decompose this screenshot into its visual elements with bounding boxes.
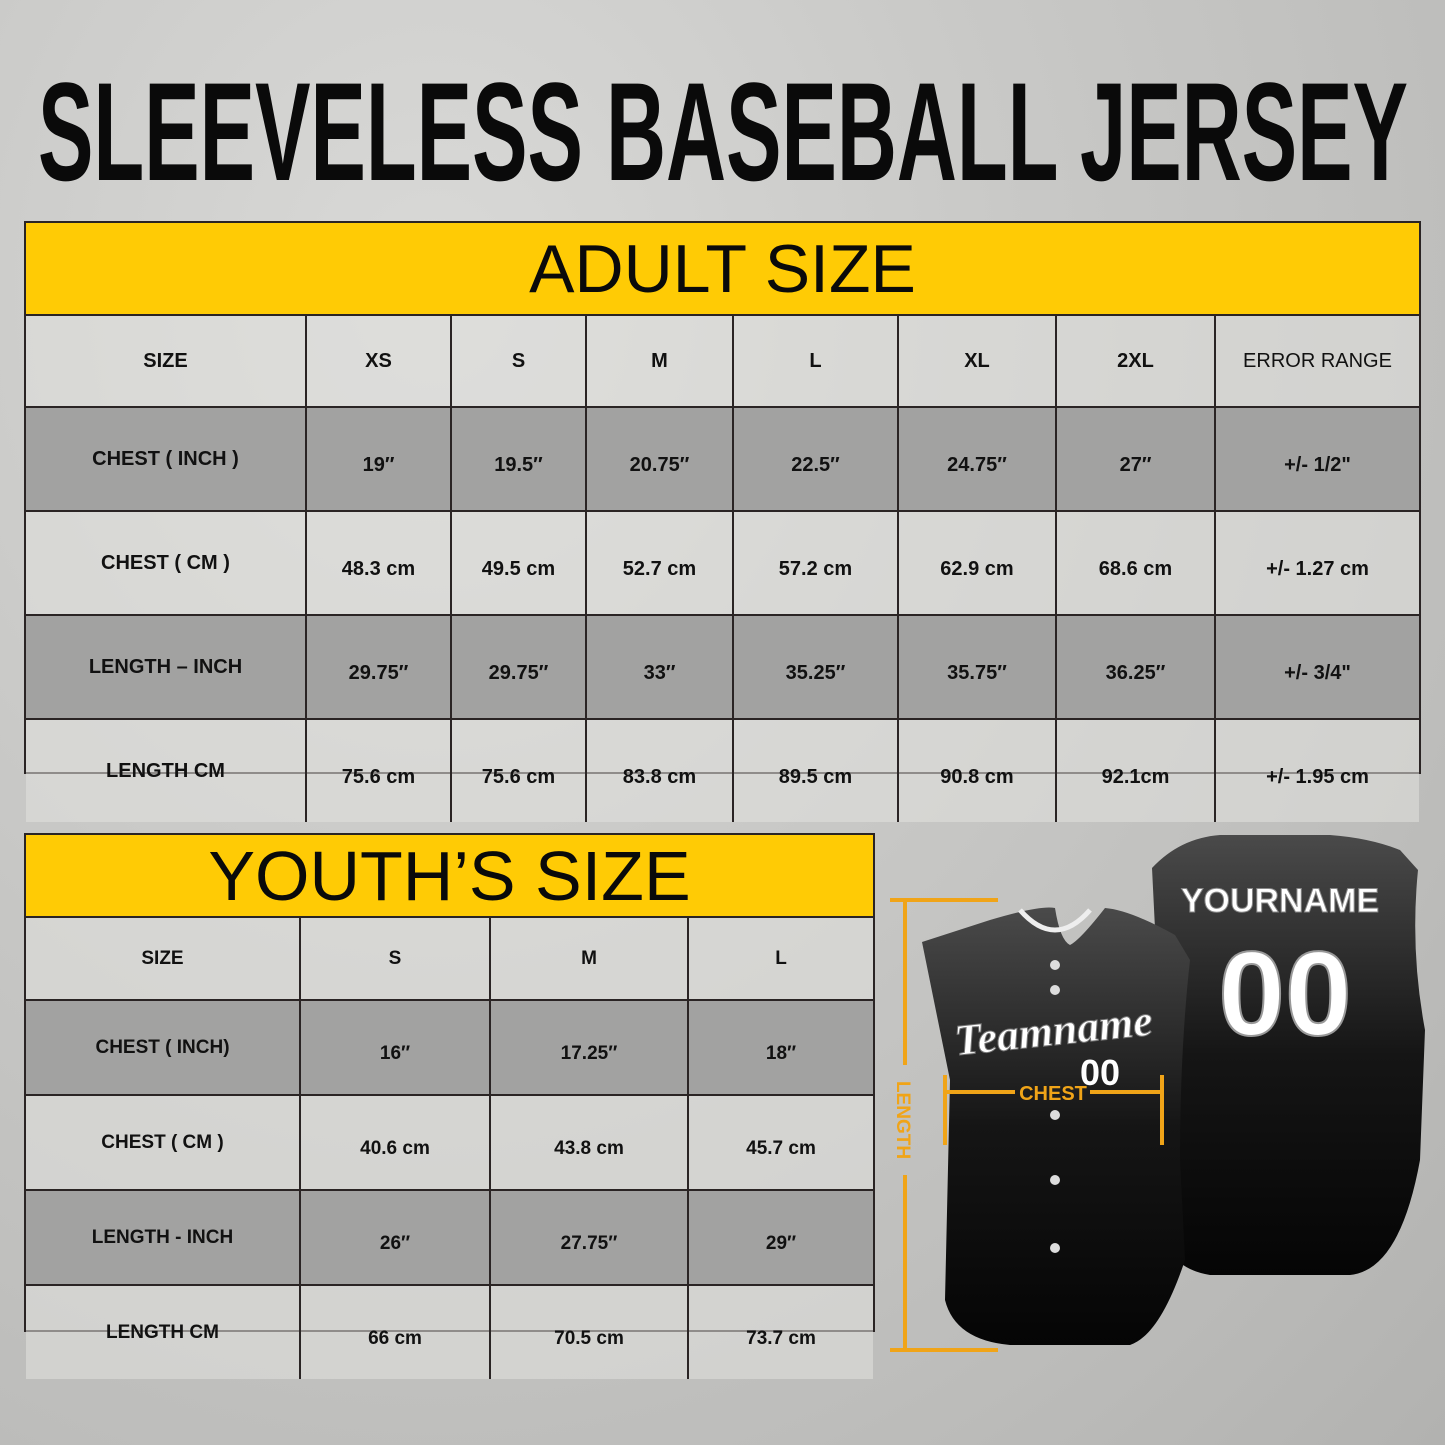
measure-lines bbox=[890, 898, 1164, 1352]
jersey-illustration: YOURNAME 00 Teamname 00 CHEST LENGTH bbox=[890, 835, 1425, 1352]
table-row: CHEST ( CM ) 48.3 cm 49.5 cm 52.7 cm 57.2 cm… bbox=[26, 510, 1419, 616]
column-header: ERROR RANGE bbox=[1214, 316, 1419, 408]
youth-header-row: SIZE S M L bbox=[26, 918, 873, 1001]
chest-label: CHEST bbox=[1019, 1083, 1087, 1105]
adult-size-grid: SIZE XS S M L XL 2XL ERROR RANGE CHEST ( INCH ) 1… bbox=[26, 316, 1419, 822]
table-row: LENGTH CM 75.6 cm 75.6 cm 83.8 cm 89.5 cm 90.… bbox=[26, 718, 1419, 822]
table-cell: 18″ bbox=[687, 999, 873, 1096]
table-cell: 33″ bbox=[585, 614, 734, 720]
row-label: LENGTH CM bbox=[26, 718, 307, 822]
table-cell: 27.75″ bbox=[489, 1189, 689, 1286]
table-cell: 26″ bbox=[299, 1189, 491, 1286]
table-cell: 52.7 cm bbox=[585, 510, 734, 616]
table-cell: +/- 1/2" bbox=[1214, 406, 1419, 512]
youth-size-grid: SIZE S M L CHEST ( INCH) 16″ 17.25″ 18″ CHEST ( … bbox=[26, 918, 873, 1379]
table-cell: 62.9 cm bbox=[897, 510, 1057, 616]
table-cell: 29″ bbox=[687, 1189, 873, 1286]
table-cell: 66 cm bbox=[299, 1284, 491, 1379]
table-cell: 27″ bbox=[1055, 406, 1216, 512]
table-cell: 20.75″ bbox=[585, 406, 734, 512]
column-header: 2XL bbox=[1055, 316, 1216, 408]
adult-size-table: ADULT SIZE SIZE XS S M L XL 2XL ERROR RANGE CHES… bbox=[24, 221, 1421, 822]
table-cell: +/- 1.95 cm bbox=[1214, 718, 1419, 822]
row-label: CHEST ( INCH ) bbox=[26, 406, 307, 512]
column-header: S bbox=[299, 918, 491, 1001]
row-label: LENGTH - INCH bbox=[26, 1189, 301, 1286]
table-cell: 75.6 cm bbox=[305, 718, 452, 822]
table-row: CHEST ( INCH) 16″ 17.25″ 18″ bbox=[26, 999, 873, 1096]
table-cell: 36.25″ bbox=[1055, 614, 1216, 720]
table-cell: 16″ bbox=[299, 999, 491, 1096]
table-cell: 22.5″ bbox=[732, 406, 899, 512]
table-cell: 19″ bbox=[305, 406, 452, 512]
table-row: LENGTH CM 66 cm 70.5 cm 73.7 cm bbox=[26, 1284, 873, 1379]
table-cell: 89.5 cm bbox=[732, 718, 899, 822]
table-row: LENGTH – INCH 29.75″ 29.75″ 33″ 35.25″ 35.75″… bbox=[26, 614, 1419, 720]
column-header: SIZE bbox=[26, 316, 307, 408]
page-title: SLEEVELESS BASEBALL JERSEY bbox=[38, 60, 1408, 200]
column-header: M bbox=[489, 918, 689, 1001]
back-name: YOURNAME bbox=[1181, 882, 1379, 920]
column-header: XS bbox=[305, 316, 452, 408]
table-row: LENGTH - INCH 26″ 27.75″ 29″ bbox=[26, 1189, 873, 1286]
column-header: XL bbox=[897, 316, 1057, 408]
row-label: CHEST ( INCH) bbox=[26, 999, 301, 1096]
column-header: S bbox=[450, 316, 587, 408]
youth-size-heading: YOUTH’S SIZE bbox=[26, 835, 873, 918]
table-cell: 73.7 cm bbox=[687, 1284, 873, 1379]
page-title-text: SLEEVELESS BASEBALL JERSEY bbox=[38, 60, 1408, 200]
table-cell: 29.75″ bbox=[305, 614, 452, 720]
table-cell: 48.3 cm bbox=[305, 510, 452, 616]
table-cell: 43.8 cm bbox=[489, 1094, 689, 1191]
table-cell: 70.5 cm bbox=[489, 1284, 689, 1379]
back-number: 00 bbox=[1218, 927, 1351, 1061]
table-cell: 75.6 cm bbox=[450, 718, 587, 822]
row-label: CHEST ( CM ) bbox=[26, 1094, 301, 1191]
table-cell: +/- 3/4" bbox=[1214, 614, 1419, 720]
column-header: SIZE bbox=[26, 918, 301, 1001]
table-row: CHEST ( CM ) 40.6 cm 43.8 cm 45.7 cm bbox=[26, 1094, 873, 1191]
table-cell: 90.8 cm bbox=[897, 718, 1057, 822]
table-cell: 68.6 cm bbox=[1055, 510, 1216, 616]
jersey-back: YOURNAME 00 bbox=[1152, 835, 1425, 1275]
table-cell: 35.75″ bbox=[897, 614, 1057, 720]
table-cell: 35.25″ bbox=[732, 614, 899, 720]
table-cell: 92.1cm bbox=[1055, 718, 1216, 822]
length-label: LENGTH bbox=[892, 1081, 913, 1159]
table-cell: 24.75″ bbox=[897, 406, 1057, 512]
table-cell: 83.8 cm bbox=[585, 718, 734, 822]
table-cell: 29.75″ bbox=[450, 614, 587, 720]
table-cell: +/- 1.27 cm bbox=[1214, 510, 1419, 616]
table-cell: 57.2 cm bbox=[732, 510, 899, 616]
row-label: CHEST ( CM ) bbox=[26, 510, 307, 616]
jersey-buttons bbox=[1050, 960, 1060, 1253]
table-cell: 45.7 cm bbox=[687, 1094, 873, 1191]
column-header: L bbox=[732, 316, 899, 408]
row-label: LENGTH CM bbox=[26, 1284, 301, 1379]
front-number: 00 bbox=[1080, 1052, 1120, 1093]
table-cell: 17.25″ bbox=[489, 999, 689, 1096]
youth-size-table: YOUTH’S SIZE SIZE S M L CHEST ( INCH) 16″ 17.2… bbox=[24, 833, 875, 1379]
jersey-front: Teamname 00 bbox=[922, 907, 1190, 1345]
column-header: L bbox=[687, 918, 873, 1001]
table-cell: 40.6 cm bbox=[299, 1094, 491, 1191]
table-cell: 19.5″ bbox=[450, 406, 587, 512]
table-cell: 49.5 cm bbox=[450, 510, 587, 616]
table-row: CHEST ( INCH ) 19″ 19.5″ 20.75″ 22.5″ 24.75″ 2… bbox=[26, 406, 1419, 512]
adult-size-heading: ADULT SIZE bbox=[26, 223, 1419, 316]
adult-header-row: SIZE XS S M L XL 2XL ERROR RANGE bbox=[26, 316, 1419, 408]
column-header: M bbox=[585, 316, 734, 408]
row-label: LENGTH – INCH bbox=[26, 614, 307, 720]
